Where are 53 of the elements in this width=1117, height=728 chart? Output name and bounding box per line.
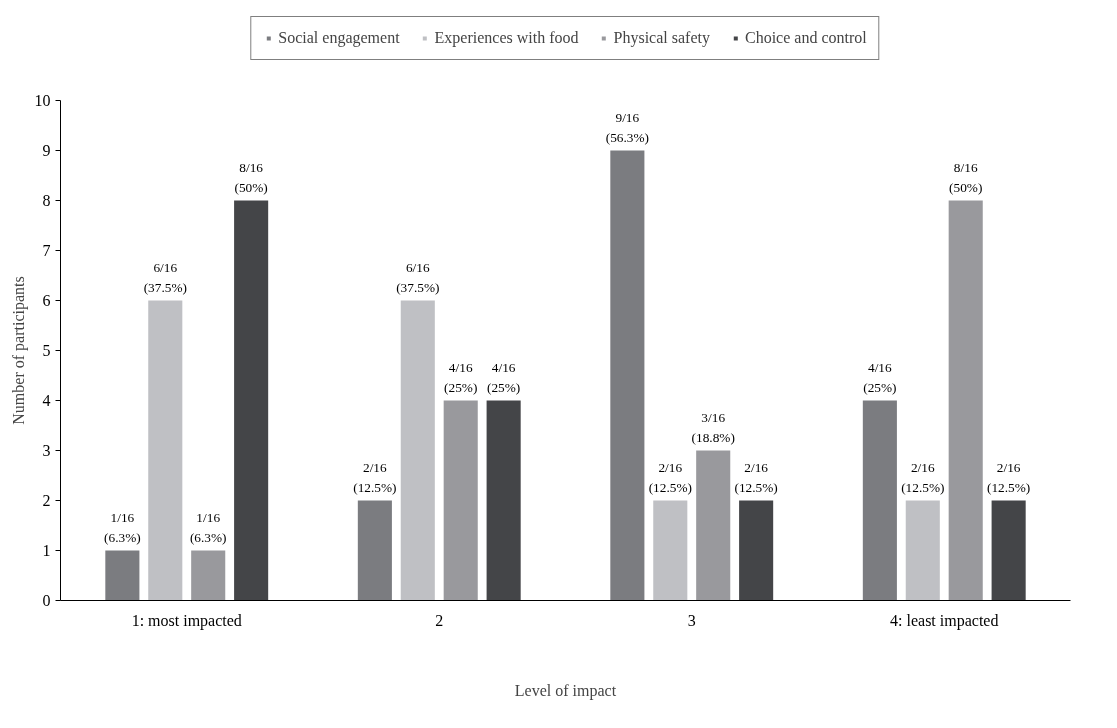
legend-label: Physical safety: [613, 28, 710, 47]
y-tick-label: 3: [42, 442, 51, 459]
data-label: 6/16 (37.5%): [396, 260, 440, 295]
data-label: 2/16 (12.5%): [648, 460, 692, 495]
bar: [610, 150, 645, 601]
data-label: 4/16 (25%): [863, 360, 897, 395]
x-tick-label: 3: [687, 611, 696, 629]
legend-label: Choice and control: [744, 28, 867, 47]
data-label: 6/16 (37.5%): [143, 260, 187, 295]
data-label: 1/16 (6.3%): [189, 510, 227, 545]
data-label: 4/16 (25%): [444, 360, 478, 395]
bar: [486, 400, 521, 601]
y-axis-title: Number of participants: [9, 276, 28, 425]
x-tick-label: 4: least impacted: [890, 611, 999, 630]
data-label: 9/16 (56.3%): [605, 110, 650, 145]
data-label: 8/16 (50%): [234, 160, 268, 195]
y-tick-label: 8: [42, 192, 51, 209]
data-label: 2/16 (12.5%): [734, 460, 778, 495]
y-tick-label: 4: [42, 392, 51, 409]
x-tick-label: 1: most impacted: [131, 611, 242, 630]
x-axis-title: Level of impact: [514, 681, 617, 700]
y-tick-label: 2: [42, 492, 51, 509]
data-label: 8/16 (50%): [949, 160, 983, 195]
bar: [991, 500, 1026, 601]
legend-label: Experiences with food: [434, 28, 579, 47]
data-label: 2/16 (12.5%): [353, 460, 397, 495]
bar: [234, 200, 269, 601]
data-label: 3/16 (18.8%): [691, 410, 735, 445]
bar: [191, 550, 226, 601]
data-label: 2/16 (12.5%): [901, 460, 945, 495]
bar: [443, 400, 478, 601]
y-tick-label: 0: [42, 592, 51, 609]
bar: [148, 300, 183, 601]
legend-label: Social engagement: [278, 28, 400, 47]
y-tick-label: 1: [42, 542, 51, 559]
y-tick-label: 6: [42, 292, 51, 309]
bar: [948, 200, 983, 601]
bar: [696, 450, 731, 601]
y-tick-label: 9: [42, 142, 51, 159]
bar: [739, 500, 774, 601]
y-tick-label: 10: [34, 92, 51, 109]
bar: [357, 500, 392, 601]
y-tick-label: 7: [42, 242, 51, 259]
bar: [905, 500, 940, 601]
bar: [105, 550, 140, 601]
y-tick-label: 5: [42, 342, 51, 359]
bar: [653, 500, 688, 601]
data-label: 4/16 (25%): [486, 360, 521, 395]
bar: [862, 400, 897, 601]
x-tick-label: 2: [435, 611, 444, 629]
bar: [400, 300, 435, 601]
data-label: 1/16 (6.3%): [104, 510, 141, 545]
data-label: 2/16 (12.5%): [986, 460, 1031, 495]
